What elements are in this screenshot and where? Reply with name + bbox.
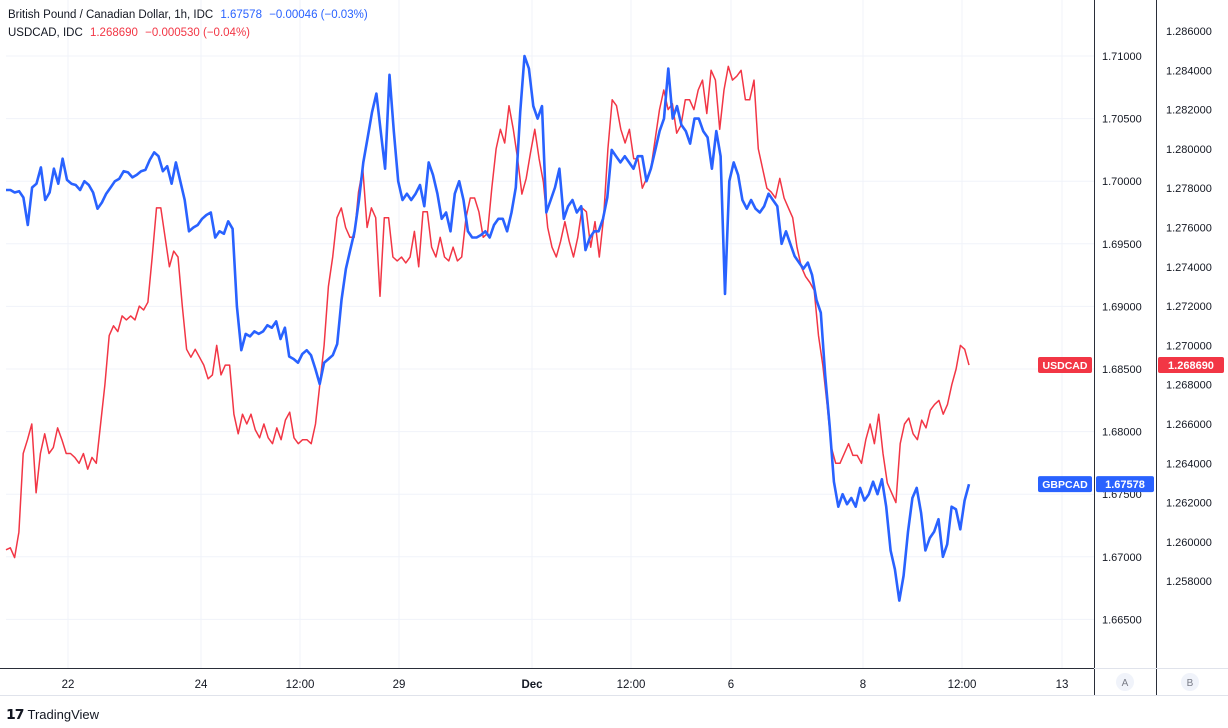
x-tick-label: 13: [1056, 679, 1069, 691]
series-tag-label: USDCAD: [1043, 360, 1088, 372]
gbpcad-tick-label: 1.67500: [1102, 489, 1142, 501]
legend-usdcad-value: 1.268690: [89, 27, 138, 39]
usdcad-tick-label: 1.280000: [1166, 144, 1212, 156]
usdcad-tick-label: 1.286000: [1166, 26, 1212, 38]
usdcad-tick-label: 1.270000: [1166, 340, 1212, 352]
usdcad-tick-label: 1.260000: [1166, 537, 1212, 549]
series-tag-label: GBPCAD: [1042, 479, 1088, 491]
brand-label: TradingView: [27, 707, 100, 722]
usdcad-tick-label: 1.266000: [1166, 419, 1212, 431]
gbpcad-tick-label: 1.66500: [1102, 614, 1142, 626]
series-line-usdcad[interactable]: [5, 65, 970, 559]
scale-b-button[interactable]: [1181, 673, 1199, 691]
gbpcad-tick-label: 1.70500: [1102, 114, 1142, 126]
x-tick-label: 24: [195, 679, 208, 691]
x-tick-label: 6: [728, 679, 734, 691]
scale-a-button[interactable]: [1116, 673, 1134, 691]
tradingview-brand[interactable]: 𝟭𝟳 TradingView: [6, 706, 99, 723]
scale-a-button-label: A: [1122, 678, 1129, 689]
usdcad-tick-label: 1.268000: [1166, 380, 1212, 392]
tradingview-logo-icon: 𝟭𝟳: [6, 706, 25, 722]
gbpcad-tick-label: 1.68500: [1102, 364, 1142, 376]
usdcad-tick-label: 1.264000: [1166, 458, 1212, 470]
last-value-label: 1.67578: [1105, 479, 1145, 491]
last-value-box-gbpcad: [1096, 476, 1154, 493]
usdcad-tick-label: 1.262000: [1166, 498, 1212, 510]
gbpcad-tick-label: 1.69500: [1102, 239, 1142, 251]
series-tag-gbpcad: [1038, 476, 1092, 493]
gbpcad-tick-label: 1.71000: [1102, 51, 1142, 63]
x-tick-label: 29: [393, 679, 406, 691]
legend-usdcad-change: −0.000530 (−0.04%): [145, 27, 250, 39]
x-tick-label: 12:00: [617, 679, 646, 691]
usdcad-tick-label: 1.282000: [1166, 105, 1212, 117]
x-tick-label: Dec: [521, 679, 543, 691]
gbpcad-tick-label: 1.68000: [1102, 427, 1142, 439]
gbpcad-tick-label: 1.69000: [1102, 301, 1142, 313]
series-line-gbpcad[interactable]: [6, 54, 971, 602]
legend-gbpcad-change: −0.00046 (−0.03%): [269, 9, 368, 21]
usdcad-tick-label: 1.272000: [1166, 301, 1212, 313]
series-tag-usdcad: [1038, 357, 1092, 374]
legend-gbpcad: British Pound / Canadian Dollar, 1h, IDC…: [8, 9, 372, 21]
legend-gbpcad-value: 1.67578: [220, 9, 262, 21]
x-tick-label: 12:00: [948, 679, 977, 691]
usdcad-tick-label: 1.274000: [1166, 262, 1212, 274]
last-value-label: 1.268690: [1168, 360, 1214, 372]
legend-gbpcad-name: British Pound / Canadian Dollar, 1h, IDC: [8, 9, 214, 21]
usdcad-tick-label: 1.284000: [1166, 65, 1212, 77]
gbpcad-tick-label: 1.70000: [1102, 176, 1142, 188]
x-tick-label: 8: [860, 679, 866, 691]
usdcad-tick-label: 1.276000: [1166, 223, 1212, 235]
legend-usdcad-name: USDCAD, IDC: [8, 27, 83, 39]
x-tick-label: 22: [62, 679, 75, 691]
usdcad-tick-label: 1.258000: [1166, 576, 1212, 588]
scale-b-button-label: B: [1187, 678, 1194, 689]
x-tick-label: 12:00: [286, 679, 315, 691]
legend-usdcad: USDCAD, IDC 1.268690 −0.000530 (−0.04%): [8, 27, 254, 39]
gbpcad-tick-label: 1.67000: [1102, 552, 1142, 564]
last-value-box-usdcad: [1158, 357, 1224, 374]
usdcad-tick-label: 1.278000: [1166, 183, 1212, 195]
